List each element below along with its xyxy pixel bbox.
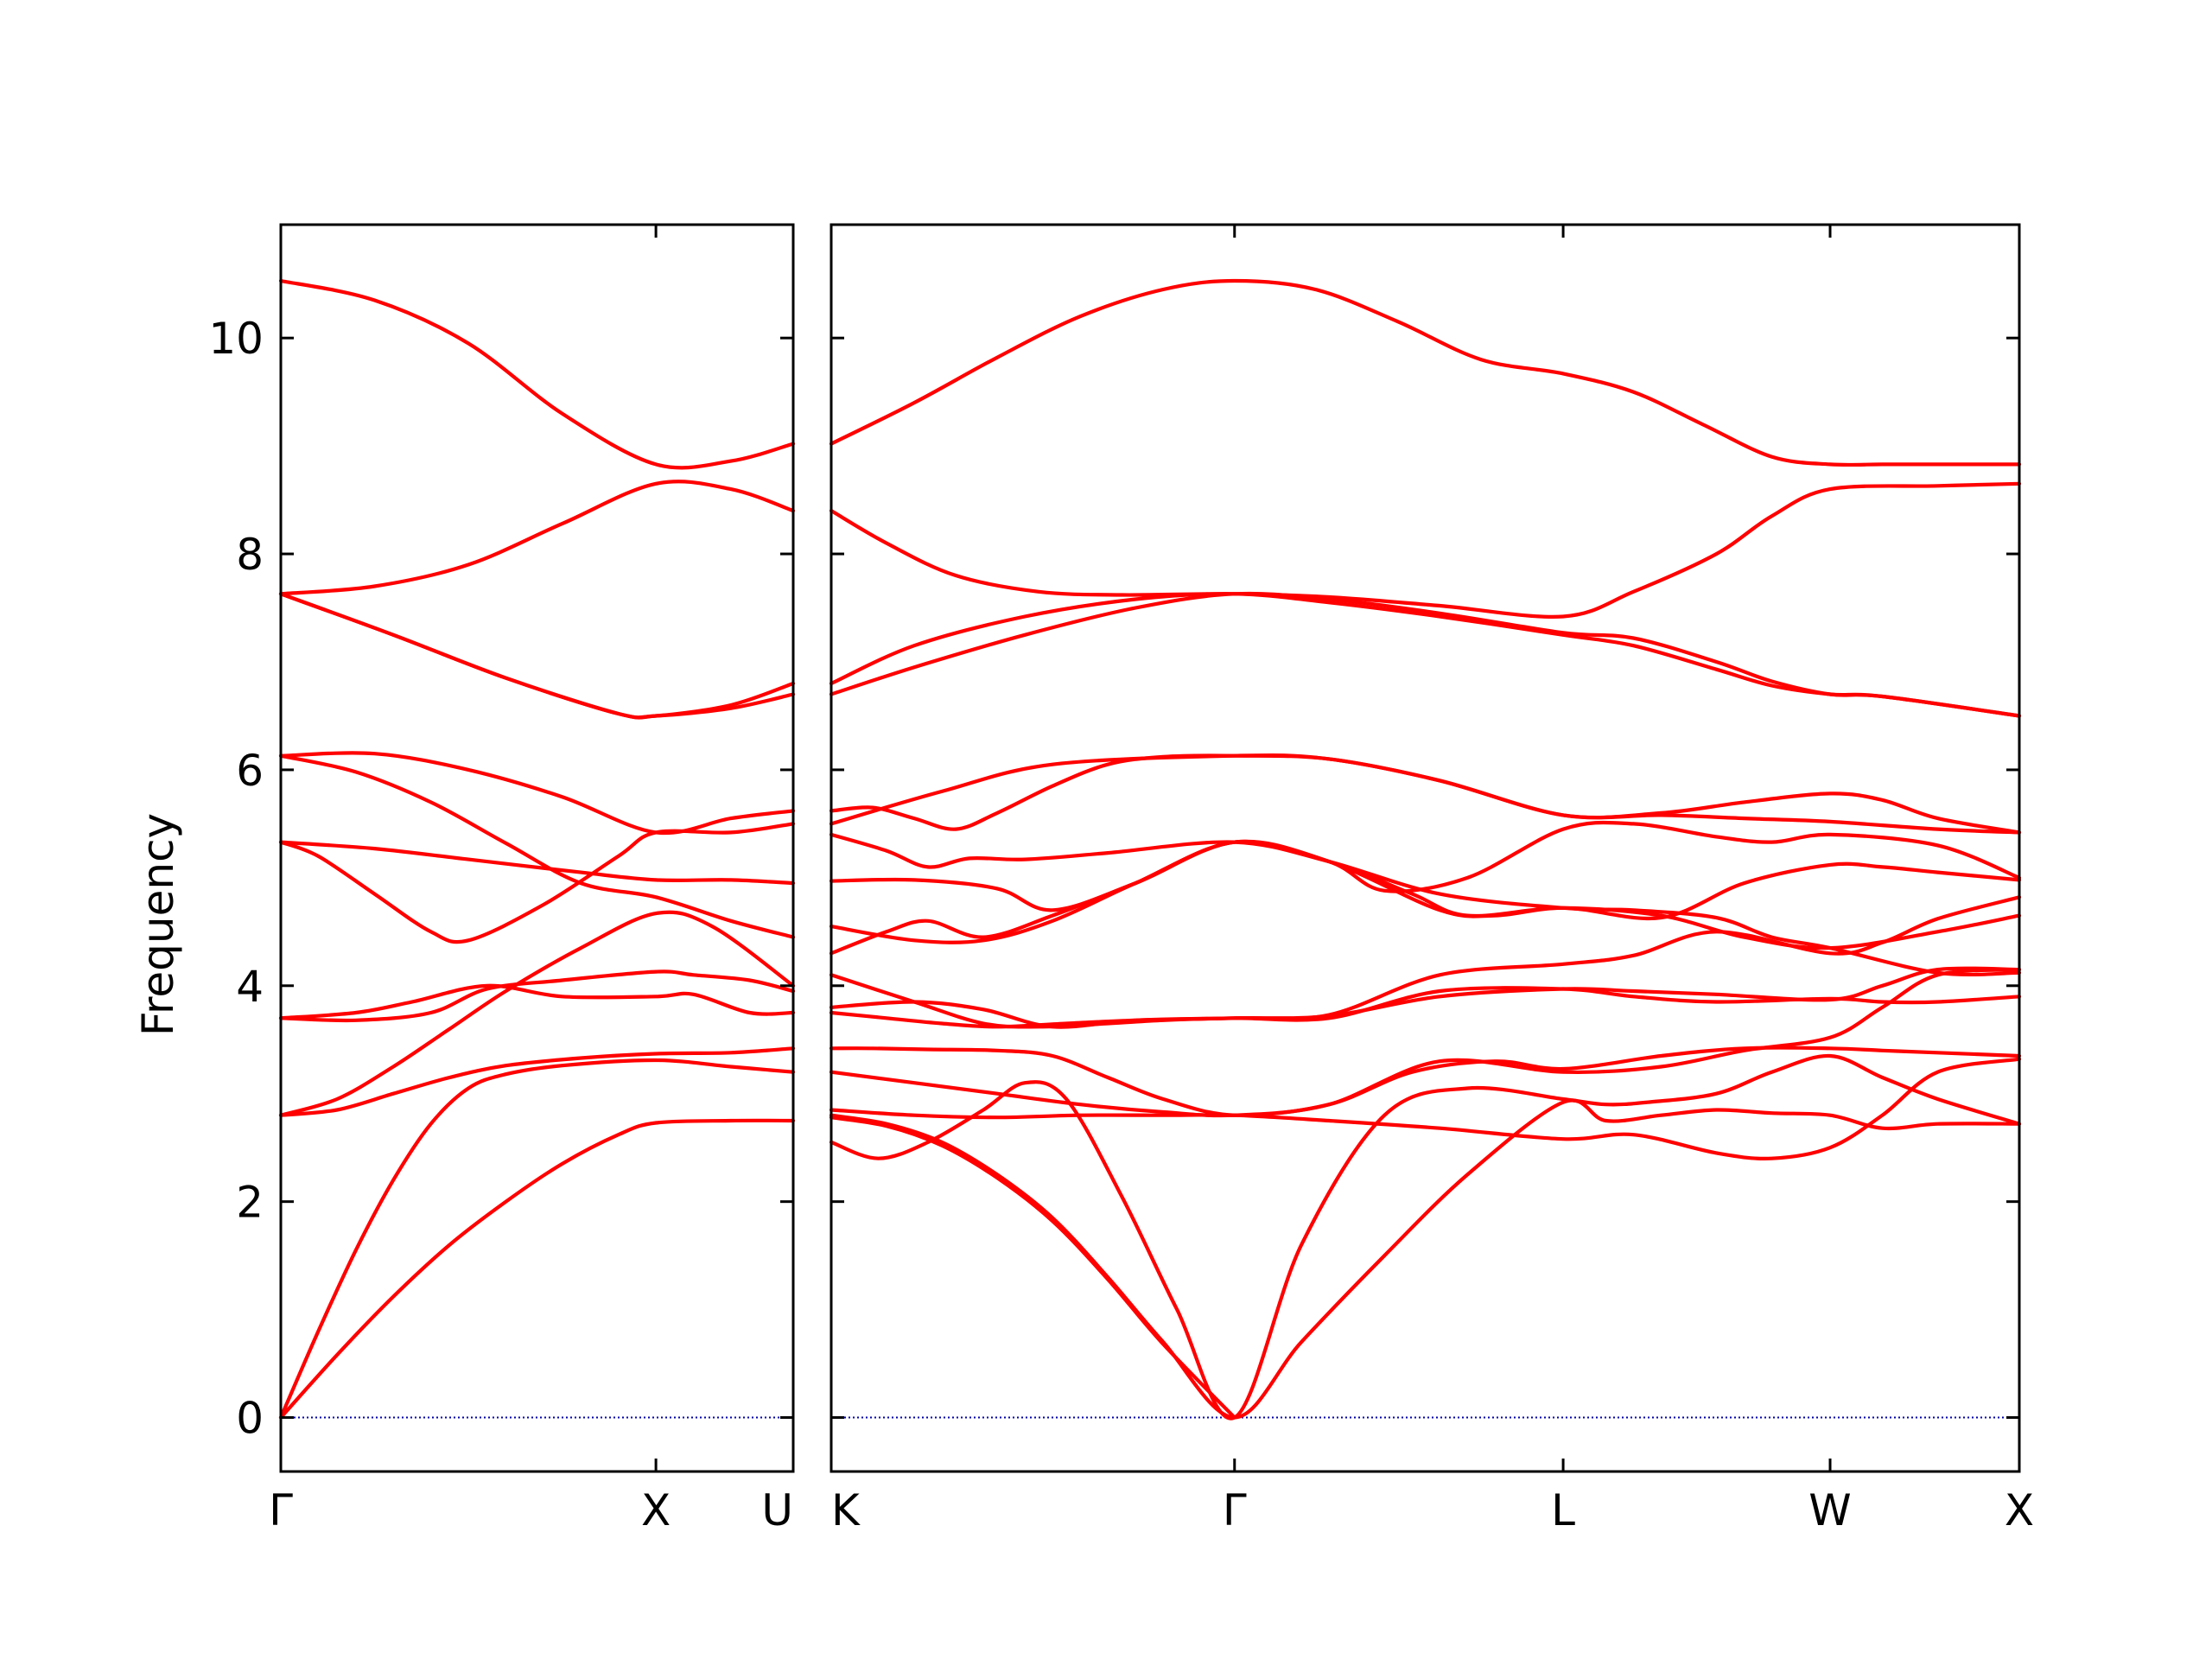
band-line-3 bbox=[278, 1046, 796, 1117]
band-line-10 bbox=[278, 753, 796, 939]
band-line-17 bbox=[829, 1053, 2022, 1421]
band-line-18 bbox=[829, 1098, 2022, 1420]
plot-frame bbox=[830, 223, 2021, 1473]
band-line-14 bbox=[278, 278, 796, 470]
y-tick-label: 8 bbox=[236, 530, 264, 580]
y-axis-label: Frequency bbox=[133, 813, 183, 1036]
x-tick-label: X bbox=[641, 1485, 671, 1535]
band-line-4 bbox=[829, 591, 2022, 718]
band-line-15 bbox=[829, 968, 2022, 1118]
band-line-16 bbox=[829, 1057, 2022, 1160]
x-tick-label: Γ bbox=[1223, 1485, 1247, 1535]
band-line-6 bbox=[829, 753, 2022, 835]
band-line-6 bbox=[278, 983, 796, 1020]
band-line-10 bbox=[829, 839, 2022, 956]
band-line-13 bbox=[829, 973, 2022, 1029]
band-line-8 bbox=[829, 820, 2022, 912]
band-line-2 bbox=[829, 481, 2022, 619]
y-tick-label: 6 bbox=[236, 746, 264, 796]
band-line-2 bbox=[278, 1058, 796, 1420]
band-line-9 bbox=[278, 751, 796, 836]
band-line-7 bbox=[278, 840, 796, 886]
band-line-13 bbox=[278, 480, 796, 596]
band-line-5 bbox=[278, 969, 796, 1023]
band-line-7 bbox=[829, 832, 2022, 977]
plot-frame bbox=[279, 223, 795, 1473]
x-tick-label: Γ bbox=[269, 1485, 293, 1535]
x-tick-label: W bbox=[1808, 1485, 1851, 1535]
y-tick-label: 4 bbox=[236, 962, 264, 1012]
y-tick-label: 2 bbox=[236, 1178, 264, 1228]
band-line-12 bbox=[829, 895, 2022, 1029]
x-tick-label: K bbox=[831, 1485, 861, 1535]
band-line-8 bbox=[278, 822, 796, 944]
band-line-11 bbox=[829, 966, 2022, 1029]
y-tick-label: 0 bbox=[236, 1394, 264, 1444]
x-tick-label: L bbox=[1551, 1485, 1575, 1535]
band-line-9 bbox=[829, 839, 2022, 950]
band-line-19 bbox=[829, 1116, 1236, 1420]
band-line-11 bbox=[278, 592, 796, 720]
band-line-12 bbox=[278, 592, 796, 720]
band-line-1 bbox=[278, 1118, 796, 1420]
band-line-1 bbox=[829, 278, 2022, 467]
x-tick-label: X bbox=[2005, 1485, 2034, 1535]
x-tick-label: U bbox=[761, 1485, 793, 1535]
y-tick-label: 10 bbox=[208, 314, 264, 364]
y-axis: 0 2 4 6 8 10 bbox=[208, 314, 264, 1443]
